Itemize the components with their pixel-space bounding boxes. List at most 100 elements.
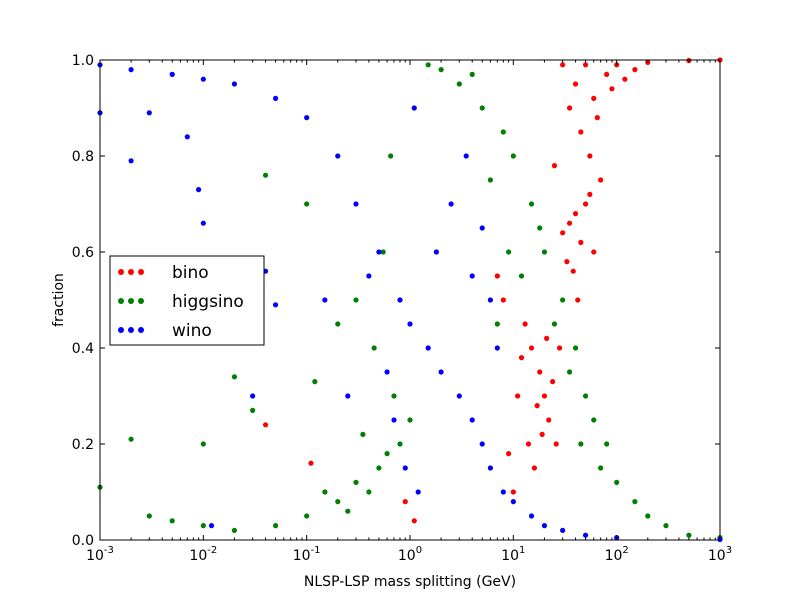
point-wino-16	[479, 441, 485, 447]
point-wino-22	[560, 527, 566, 534]
point-higgsino-45	[551, 321, 558, 327]
point-wino-5	[272, 95, 279, 101]
point-wino-31	[433, 249, 439, 255]
point-higgsino-34	[572, 345, 579, 351]
point-bino-41	[550, 379, 556, 385]
point-bino-34	[531, 465, 538, 471]
point-wino-9	[376, 249, 382, 255]
point-wino-49	[250, 393, 256, 399]
point-wino-45	[487, 297, 494, 303]
legend-label-wino: wino	[172, 321, 212, 341]
point-higgsino-51	[487, 177, 494, 183]
point-higgsino-50	[469, 71, 475, 77]
point-bino-18	[578, 239, 584, 245]
x-tick-label-5: 102	[605, 545, 629, 564]
point-wino-43	[196, 187, 202, 193]
point-wino-11	[407, 321, 413, 327]
point-higgsino-33	[560, 297, 566, 303]
point-wino-21	[541, 523, 548, 529]
legend-marker-bino	[118, 269, 124, 275]
point-bino-17	[591, 249, 597, 255]
point-higgsino-13	[345, 508, 351, 514]
point-wino-26	[366, 273, 372, 279]
point-higgsino-40	[645, 513, 651, 519]
point-wino-29	[402, 465, 408, 471]
point-wino-12	[425, 345, 431, 351]
y-tick-labels: 0.0 0.2 0.4 0.6 0.8 1.0	[72, 53, 94, 549]
point-bino-40	[544, 335, 550, 341]
point-wino-37	[128, 158, 134, 164]
y-tick-label-1: 0.2	[72, 437, 94, 453]
point-higgsino-42	[686, 532, 692, 538]
point-higgsino-18	[371, 345, 377, 351]
point-higgsino-47	[566, 369, 573, 375]
legend-marker-bino	[138, 269, 144, 275]
point-wino-23	[582, 532, 589, 538]
point-higgsino-10	[397, 441, 403, 447]
point-bino-36	[515, 393, 521, 399]
legend-marker-wino	[128, 327, 134, 333]
point-higgsino-25	[425, 62, 431, 68]
point-higgsino-39	[632, 499, 638, 505]
point-higgsino-8	[353, 479, 359, 485]
point-bino-43	[500, 297, 506, 303]
y-axis-label: fraction	[51, 273, 67, 327]
point-wino-36	[322, 297, 328, 303]
point-bino-31	[546, 417, 552, 423]
x-tick-label-2: 10-1	[293, 545, 321, 564]
point-wino-48	[469, 273, 475, 279]
point-wino-15	[469, 417, 475, 423]
point-bino-22	[551, 163, 558, 169]
point-bino-15	[582, 201, 589, 207]
point-wino-19	[510, 499, 516, 505]
point-bino-9	[632, 67, 638, 73]
point-higgsino-55	[200, 441, 206, 447]
point-wino-28	[391, 417, 397, 423]
point-bino-45	[262, 422, 269, 428]
point-higgsino-20	[388, 153, 394, 159]
point-higgsino-1	[146, 513, 152, 519]
axis-ticks	[99, 59, 721, 541]
point-wino-4	[231, 81, 238, 87]
point-higgsino-24	[312, 379, 318, 385]
point-bino-12	[587, 153, 593, 159]
point-bino-30	[541, 393, 548, 399]
point-higgsino-38	[614, 479, 620, 485]
point-higgsino-6	[304, 513, 310, 519]
point-bino-11	[578, 129, 584, 135]
point-bino-49	[556, 345, 563, 351]
point-higgsino-58	[250, 407, 256, 413]
point-bino-14	[598, 177, 604, 183]
point-higgsino-12	[322, 489, 328, 495]
point-higgsino-54	[262, 172, 269, 178]
point-wino-34	[411, 105, 417, 111]
point-wino-39	[200, 220, 206, 226]
point-bino-44	[494, 273, 500, 279]
legend-label-higgsino: higgsino	[172, 292, 244, 312]
point-bino-7	[591, 95, 597, 101]
point-bino-19	[587, 191, 593, 197]
data-points	[97, 57, 723, 543]
legend-marker-higgsino	[128, 298, 134, 304]
point-bino-25	[575, 297, 581, 303]
point-higgsino-52	[506, 249, 512, 255]
point-wino-8	[353, 201, 359, 207]
point-higgsino-36	[591, 417, 597, 423]
point-bino-47	[411, 518, 417, 524]
point-higgsino-30	[510, 153, 516, 159]
point-higgsino-23	[335, 321, 341, 327]
point-higgsino-29	[500, 129, 506, 135]
point-wino-2	[169, 71, 175, 77]
point-bino-29	[537, 369, 543, 375]
point-higgsino-57	[128, 436, 134, 442]
point-higgsino-53	[494, 321, 500, 327]
point-bino-13	[594, 115, 600, 121]
point-bino-35	[510, 489, 516, 495]
point-higgsino-4	[231, 527, 238, 534]
point-wino-17	[487, 465, 494, 471]
point-bino-39	[539, 431, 545, 437]
point-wino-18	[500, 489, 506, 495]
point-wino-33	[463, 153, 469, 159]
point-higgsino-5	[272, 523, 279, 529]
point-bino-24	[622, 76, 628, 82]
